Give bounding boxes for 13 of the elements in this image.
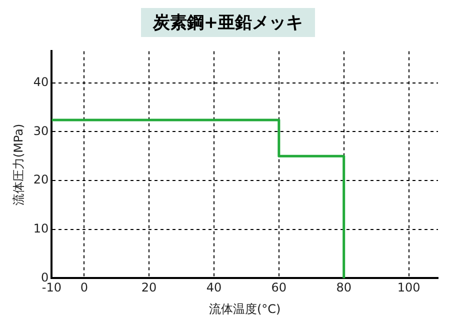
- x-tick-label: 100: [397, 280, 420, 295]
- x-tick-label: 80: [336, 280, 352, 295]
- x-tick-label: 0: [80, 280, 88, 295]
- chart-title: 炭素鋼+亜鉛メッキ: [140, 8, 316, 37]
- y-tick-label: 40: [33, 75, 49, 90]
- x-axis-title: 流体温度(°C): [208, 302, 281, 316]
- x-tick-label: 40: [206, 280, 222, 295]
- x-tick-label: 60: [271, 280, 287, 295]
- y-tick-label: 30: [33, 124, 49, 138]
- y-tick-label: 20: [33, 172, 49, 187]
- y-axis-title: 流体圧力(MPa): [11, 124, 26, 206]
- x-tick-label: 20: [141, 280, 157, 295]
- y-tick-label: 10: [33, 222, 49, 236]
